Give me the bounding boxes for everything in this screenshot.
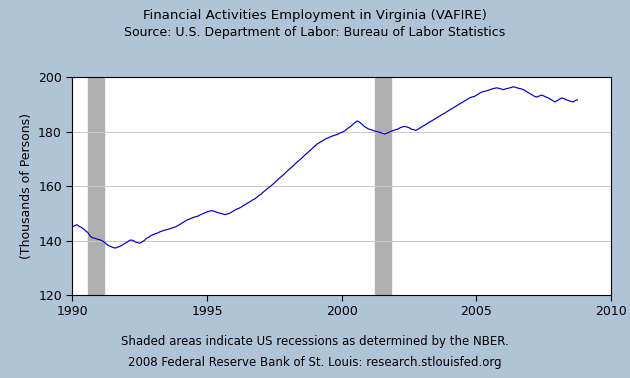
Text: Financial Activities Employment in Virginia (VAFIRE): Financial Activities Employment in Virgi… [143, 9, 487, 22]
Bar [375, 77, 391, 295]
Text: Source: U.S. Department of Labor: Bureau of Labor Statistics: Source: U.S. Department of Labor: Bureau… [124, 26, 506, 39]
Y-axis label: (Thousands of Persons): (Thousands of Persons) [20, 113, 33, 259]
Bar [88, 77, 104, 295]
Text: Shaded areas indicate US recessions as determined by the NBER.: Shaded areas indicate US recessions as d… [121, 335, 509, 347]
Text: 2008 Federal Reserve Bank of St. Louis: research.stlouisfed.org: 2008 Federal Reserve Bank of St. Louis: … [128, 356, 502, 369]
